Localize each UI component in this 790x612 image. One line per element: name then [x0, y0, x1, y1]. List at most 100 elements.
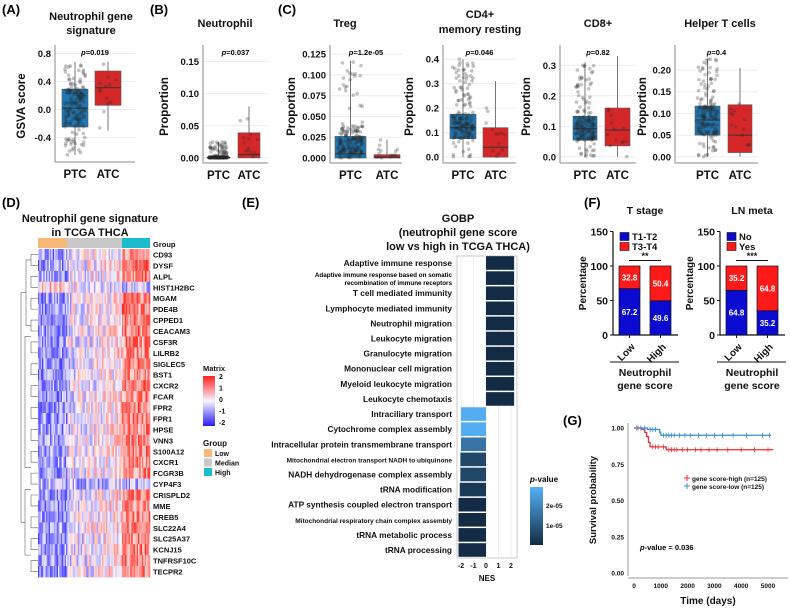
heatmap-cell — [80, 434, 83, 447]
data-point — [470, 123, 475, 128]
data-point — [82, 135, 87, 140]
heatmap-cell — [134, 336, 136, 348]
heatmap-cell — [116, 259, 119, 272]
heatmap-cell — [120, 456, 123, 468]
heatmap-cell — [114, 358, 116, 370]
heatmap-cell — [120, 303, 123, 315]
data-point — [705, 153, 710, 157]
heatmap-cell — [120, 347, 123, 359]
heatmap-cell — [132, 555, 135, 567]
data-point — [339, 148, 344, 152]
heatmap-cell — [112, 456, 115, 468]
heatmap-cell — [62, 270, 64, 283]
data-point — [73, 97, 78, 102]
heatmap-cell — [116, 325, 119, 337]
heatmap-cell — [107, 423, 109, 436]
pvalue-legend-tick: 1e-05 — [546, 523, 563, 530]
heatmap-cell — [95, 489, 97, 501]
heatmap-cell — [119, 303, 121, 315]
heatmap-cell — [42, 544, 44, 556]
data-point — [583, 154, 588, 159]
heatmap-cell — [122, 347, 124, 359]
heatmap-cell — [148, 500, 151, 512]
heatmap-cell — [42, 434, 44, 447]
heatmap-cell — [75, 445, 77, 458]
data-point — [80, 123, 85, 127]
heatmap-cell — [128, 423, 131, 436]
heatmap-cell — [40, 544, 43, 556]
heatmap-cell — [88, 292, 91, 304]
heatmap-cell — [66, 402, 68, 414]
heatmap-cell — [115, 544, 117, 556]
heatmap-cell — [136, 270, 139, 283]
heatmap-cell — [76, 423, 79, 436]
data-point — [224, 155, 229, 160]
data-point — [464, 126, 469, 131]
data-point — [585, 137, 589, 141]
data-point — [215, 155, 220, 159]
heatmap-cell — [63, 445, 65, 458]
heatmap-cell — [146, 336, 148, 348]
heatmap-cell — [38, 303, 40, 315]
heatmap-cell — [78, 456, 80, 468]
data-point — [339, 156, 344, 160]
heatmap-cell — [136, 369, 139, 381]
matrix-legend-title: Matrix — [203, 364, 226, 373]
heatmap-cell — [100, 511, 103, 523]
heatmap-cell — [116, 434, 119, 447]
heatmap-cell — [140, 533, 143, 545]
heatmap-cell — [66, 423, 68, 436]
heatmap-cell — [48, 380, 51, 392]
heatmap-cell — [99, 336, 101, 348]
heatmap-cell — [115, 402, 117, 414]
heatmap-cell — [95, 413, 97, 425]
heatmap-cell — [130, 270, 132, 283]
heatmap-cell — [87, 292, 89, 304]
heatmap-cell — [135, 358, 137, 370]
heatmap-cell — [102, 533, 104, 545]
heatmap-cell — [131, 434, 133, 447]
heatmap-cell — [64, 478, 67, 490]
gene-label: DYSF — [153, 261, 173, 270]
data-point — [219, 156, 224, 160]
heatmap-cell — [138, 358, 140, 370]
data-point — [68, 89, 72, 94]
data-point — [705, 106, 709, 111]
data-point — [702, 133, 707, 137]
heatmap-cell — [72, 489, 75, 501]
heatmap-cell — [82, 391, 84, 403]
x-axis-label: gene score — [724, 380, 780, 392]
heatmap-cell — [98, 292, 100, 304]
heatmap-cell — [94, 369, 96, 381]
heatmap-cell — [42, 489, 44, 501]
heatmap-cell — [71, 500, 73, 512]
heatmap-cell — [47, 489, 49, 501]
heatmap-cell — [122, 369, 124, 381]
heatmap-cell — [42, 555, 44, 567]
heatmap-cell — [52, 566, 55, 578]
heatmap-cell — [60, 303, 63, 315]
data-point — [450, 121, 455, 125]
data-point — [350, 72, 355, 77]
heatmap-cell — [87, 325, 89, 337]
data-point — [584, 152, 589, 157]
data-point — [223, 149, 228, 154]
heatmap-cell — [78, 423, 80, 436]
heatmap-cell — [75, 566, 77, 578]
data-point — [704, 105, 709, 110]
heatmap-cell — [139, 522, 141, 534]
heatmap-cell — [50, 434, 52, 447]
heatmap-cell — [120, 380, 123, 392]
censor-mark — [704, 432, 709, 438]
heatmap-cell — [92, 391, 95, 403]
heatmap-cell — [142, 270, 144, 283]
data-point — [345, 69, 350, 73]
heatmap-cell — [126, 358, 128, 370]
heatmap-cell — [112, 358, 115, 370]
heatmap-cell — [43, 511, 45, 523]
heatmap-cell — [140, 347, 143, 359]
heatmap-cell — [123, 544, 125, 556]
heatmap-cell — [148, 347, 151, 359]
heatmap-cell — [56, 402, 59, 414]
heatmap-cell — [128, 249, 131, 261]
